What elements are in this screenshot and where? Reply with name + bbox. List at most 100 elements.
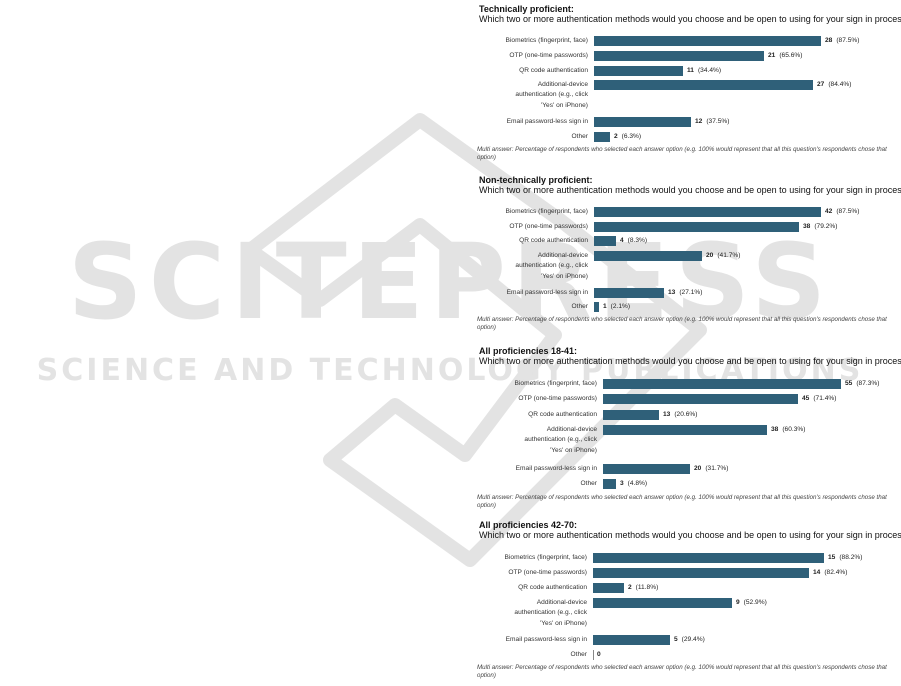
bar (603, 425, 767, 435)
bar (603, 464, 690, 474)
chart-question: Which two or more authentication methods… (479, 530, 901, 540)
bar (594, 36, 821, 46)
chart-title: All proficiencies 42-70: (479, 520, 578, 530)
value-label: 42 (87.5%) (825, 207, 859, 217)
value-percent: (52.9%) (743, 599, 767, 606)
value-label: 4 (8.3%) (620, 236, 647, 246)
value-percent: (4.8%) (627, 480, 648, 487)
category-label: OTP (one-time passwords) (518, 394, 597, 402)
chart-header: Non-technically proficient: Which two or … (479, 175, 901, 195)
value-label: 27 (84.4%) (817, 80, 851, 90)
value-count: 15 (828, 554, 836, 561)
chart-footnote: Multi answer: Percentage of respondents … (477, 146, 887, 161)
value-count: 13 (668, 289, 676, 296)
bar (594, 288, 664, 298)
bar (593, 568, 809, 578)
value-label: 20 (41.7%) (706, 251, 740, 261)
value-label: 20 (31.7%) (694, 464, 728, 474)
category-label: OTP (one-time passwords) (509, 222, 588, 230)
value-label: 38 (79.2%) (803, 222, 837, 232)
chart-footnote: Multi answer: Percentage of respondents … (477, 316, 887, 331)
value-count: 38 (771, 426, 779, 433)
bar (594, 207, 821, 217)
category-label: QR code authentication (519, 236, 588, 244)
value-count: 27 (817, 81, 825, 88)
category-label: Additional-device authentication (e.g., c… (515, 80, 588, 109)
value-label: 15 (88.2%) (828, 553, 862, 563)
category-label: Biometrics (fingerprint, face) (505, 36, 588, 44)
bar (594, 302, 599, 312)
value-percent: (71.4%) (813, 395, 837, 402)
value-percent: (20.6%) (674, 411, 698, 418)
category-label: OTP (one-time passwords) (509, 51, 588, 59)
value-percent: (87.5%) (836, 37, 860, 44)
value-label: 28 (87.5%) (825, 36, 859, 46)
bar (594, 117, 691, 127)
category-label: QR code authentication (519, 66, 588, 74)
value-label: 3 (4.8%) (620, 479, 647, 489)
value-count: 12 (695, 118, 703, 125)
value-label: 5 (29.4%) (674, 635, 705, 645)
bar (594, 51, 764, 61)
bar (594, 236, 616, 246)
value-percent: (88.2%) (839, 554, 863, 561)
value-count: 11 (687, 67, 694, 74)
category-label: QR code authentication (518, 583, 587, 591)
value-percent: (8.3%) (627, 237, 648, 244)
value-label: 2 (6.3%) (614, 132, 641, 142)
value-percent: (37.5%) (706, 118, 730, 125)
value-count: 14 (813, 569, 821, 576)
category-label: Biometrics (fingerprint, face) (504, 553, 587, 561)
bar (594, 66, 683, 76)
chart-question: Which two or more authentication methods… (479, 185, 901, 195)
category-label: Additional-device authentication (e.g., c… (524, 425, 597, 454)
value-count: 2 (614, 133, 618, 140)
value-count: 42 (825, 208, 833, 215)
value-count: 20 (694, 465, 702, 472)
chart-header: Technically proficient: Which two or more… (479, 4, 901, 24)
value-percent: (27.1%) (679, 289, 703, 296)
chart-footnote: Multi answer: Percentage of respondents … (477, 494, 887, 509)
value-count: 3 (620, 480, 624, 487)
value-count: 0 (597, 651, 601, 658)
value-count: 4 (620, 237, 624, 244)
bar (603, 379, 841, 389)
value-count: 45 (802, 395, 810, 402)
value-count: 9 (736, 599, 740, 606)
value-label: 38 (60.3%) (771, 425, 805, 435)
bar (603, 394, 798, 404)
category-label: Biometrics (fingerprint, face) (505, 207, 588, 215)
category-label: Email password-less sign in (515, 464, 597, 472)
value-percent: (2.1%) (610, 303, 631, 310)
value-count: 1 (603, 303, 607, 310)
category-label: Other (571, 132, 589, 140)
value-label: 1 (2.1%) (603, 302, 630, 312)
value-percent: (84.4%) (828, 81, 852, 88)
value-percent: (11.8%) (635, 584, 659, 591)
value-percent: (82.4%) (824, 569, 848, 576)
category-label: Additional-device authentication (e.g., c… (514, 598, 587, 627)
value-label: 0 (597, 650, 605, 660)
zero-baseline (593, 650, 594, 660)
category-label: Email password-less sign in (506, 117, 588, 125)
value-label: 9 (52.9%) (736, 598, 767, 608)
category-label: OTP (one-time passwords) (508, 568, 587, 576)
chart-title: Technically proficient: (479, 4, 574, 14)
category-label: Biometrics (fingerprint, face) (514, 379, 597, 387)
bar (594, 80, 813, 90)
category-label: Additional-device authentication (e.g., c… (515, 251, 588, 280)
value-count: 21 (768, 52, 776, 59)
value-count: 2 (628, 584, 632, 591)
chart-title: All proficiencies 18-41: (479, 346, 578, 356)
category-label: Email password-less sign in (506, 288, 588, 296)
value-label: 2 (11.8%) (628, 583, 658, 593)
bar (593, 583, 624, 593)
bar (593, 553, 824, 563)
value-percent: (29.4%) (681, 636, 705, 643)
category-label: Other (571, 302, 589, 310)
category-label: Other (570, 650, 588, 658)
value-label: 13 (20.6%) (663, 410, 697, 420)
chart-header: All proficiencies 42-70: Which two or mor… (479, 520, 901, 540)
value-percent: (87.5%) (836, 208, 860, 215)
chart-question: Which two or more authentication methods… (479, 14, 901, 24)
